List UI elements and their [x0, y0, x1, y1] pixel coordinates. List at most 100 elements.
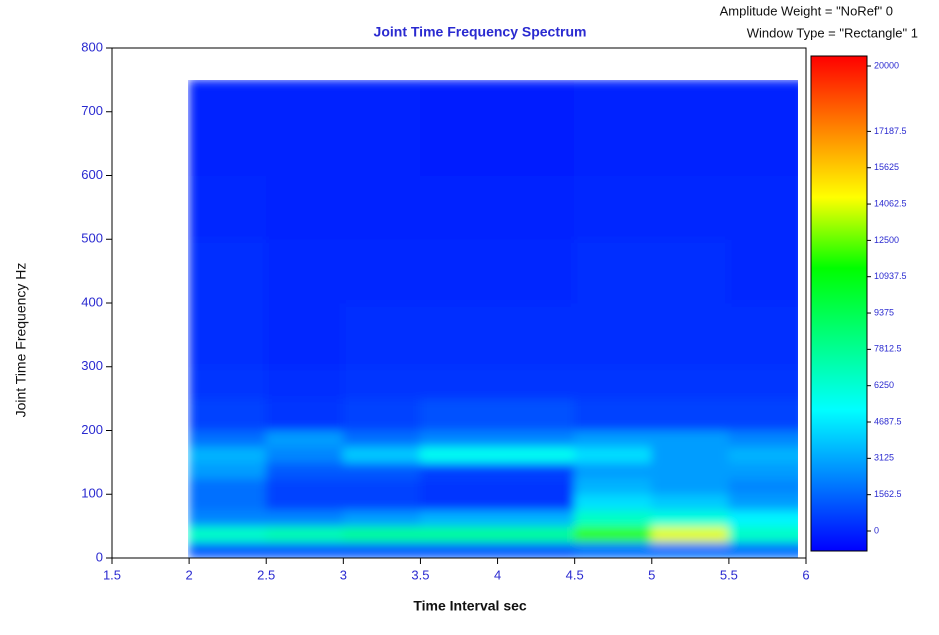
heatmap-cell	[419, 238, 499, 304]
y-tick-label: 400	[81, 294, 103, 309]
heatmap-cell	[188, 509, 267, 527]
colorbar-tick-label: 14062.5	[874, 198, 907, 208]
heatmap-cell	[574, 80, 653, 176]
heatmap-cell	[651, 541, 730, 558]
heatmap-cell	[728, 461, 798, 479]
y-tick-label: 700	[81, 103, 103, 118]
heatmap-cell	[342, 445, 421, 463]
heatmap-cell	[574, 445, 653, 463]
x-tick-label: 6	[802, 567, 809, 582]
heatmap-cell	[497, 493, 576, 511]
heatmap-cell	[342, 430, 421, 447]
colorbar-tick-label: 15625	[874, 162, 899, 172]
heatmap-cell	[497, 238, 576, 304]
heatmap-cell	[497, 461, 576, 479]
heatmap-cell	[574, 525, 653, 543]
heatmap-cell	[574, 430, 653, 447]
heatmap-cell	[419, 509, 499, 527]
heatmap-cell	[419, 461, 499, 479]
y-tick-label: 600	[81, 167, 103, 182]
heatmap-cell	[497, 430, 576, 447]
heatmap-cell	[497, 477, 576, 495]
heatmap-cell	[728, 430, 798, 447]
heatmap-cell	[342, 525, 421, 543]
y-tick-label: 800	[81, 39, 103, 54]
heatmap-cell	[651, 525, 730, 543]
colorbar-tick-label: 9375	[874, 307, 894, 317]
annotation: Amplitude Weight = "NoRef" 0	[720, 3, 893, 18]
heatmap-cell	[574, 509, 653, 527]
y-tick-label: 300	[81, 358, 103, 373]
heatmap-cell	[728, 238, 798, 304]
heatmap-cell	[651, 493, 730, 511]
heatmap-cell	[651, 509, 730, 527]
heatmap-cell	[419, 525, 499, 543]
heatmap-cell	[497, 541, 576, 558]
heatmap-cell	[265, 430, 344, 447]
heatmap-cell	[497, 175, 576, 240]
heatmap-cells	[188, 80, 798, 558]
heatmap-cell	[497, 445, 576, 463]
colorbar-tick-label: 4687.5	[874, 416, 902, 426]
colorbar-tick-label: 7812.5	[874, 344, 902, 354]
heatmap-cell	[651, 430, 730, 447]
heatmap-cell	[265, 398, 344, 431]
annotation: Window Type = "Rectangle" 1	[747, 25, 918, 40]
colorbar	[810, 55, 868, 552]
heatmap-cell	[497, 525, 576, 543]
colorbar-tick-label: 10937.5	[874, 271, 907, 281]
x-tick-label: 2	[185, 567, 192, 582]
heatmap-cell	[265, 509, 344, 527]
heatmap-cell	[342, 509, 421, 527]
heatmap-cell	[574, 477, 653, 495]
y-tick-label: 200	[81, 422, 103, 437]
x-tick-label: 5	[648, 567, 655, 582]
heatmap-cell	[651, 398, 730, 431]
colorbar-tick-label: 0	[874, 525, 879, 535]
heatmap-cell	[574, 461, 653, 479]
heatmap-cell	[574, 493, 653, 511]
x-tick-label: 4	[494, 567, 501, 582]
x-tick-label: 4.5	[566, 567, 584, 582]
chart-title: Joint Time Frequency Spectrum	[374, 24, 587, 40]
heatmap-cell	[188, 238, 267, 304]
heatmap-cell	[342, 541, 421, 558]
heatmap-cell	[651, 445, 730, 463]
heatmap-cell	[265, 238, 344, 304]
colorbar-tick-label: 12500	[874, 235, 899, 245]
heatmap-cell	[651, 366, 730, 400]
heatmap-cell	[419, 445, 499, 463]
heatmap-cell	[728, 80, 798, 176]
heatmap-cell	[651, 80, 730, 176]
heatmap-cell	[728, 398, 798, 431]
heatmap-cell	[342, 80, 421, 176]
heatmap-cell	[728, 477, 798, 495]
heatmap-cell	[574, 398, 653, 431]
heatmap-cell	[574, 175, 653, 240]
heatmap-cell	[574, 541, 653, 558]
colorbar-tick-label: 1562.5	[874, 489, 902, 499]
x-axis-label: Time Interval sec	[413, 598, 527, 614]
colorbar-tick-label: 20000	[874, 60, 899, 70]
heatmap-cell	[188, 477, 267, 495]
heatmap-cell	[188, 493, 267, 511]
heatmap-cell	[265, 366, 344, 400]
heatmap-cell	[574, 366, 653, 400]
heatmap-cell	[728, 302, 798, 368]
heatmap-cell	[265, 302, 344, 368]
heatmap-cell	[265, 493, 344, 511]
y-tick-label: 0	[96, 549, 103, 564]
heatmap-cell	[342, 175, 421, 240]
heatmap-cell	[265, 477, 344, 495]
heatmap-cell	[419, 175, 499, 240]
colorbar-tick-label: 3125	[874, 453, 894, 463]
heatmap-cell	[342, 238, 421, 304]
heatmap-cell	[728, 541, 798, 558]
heatmap-cell	[188, 445, 267, 463]
heatmap-cell	[419, 366, 499, 400]
colorbar-tick-label: 17187.5	[874, 126, 907, 136]
heatmap-cell	[419, 477, 499, 495]
heatmap-cell	[265, 445, 344, 463]
heatmap-cell	[265, 525, 344, 543]
